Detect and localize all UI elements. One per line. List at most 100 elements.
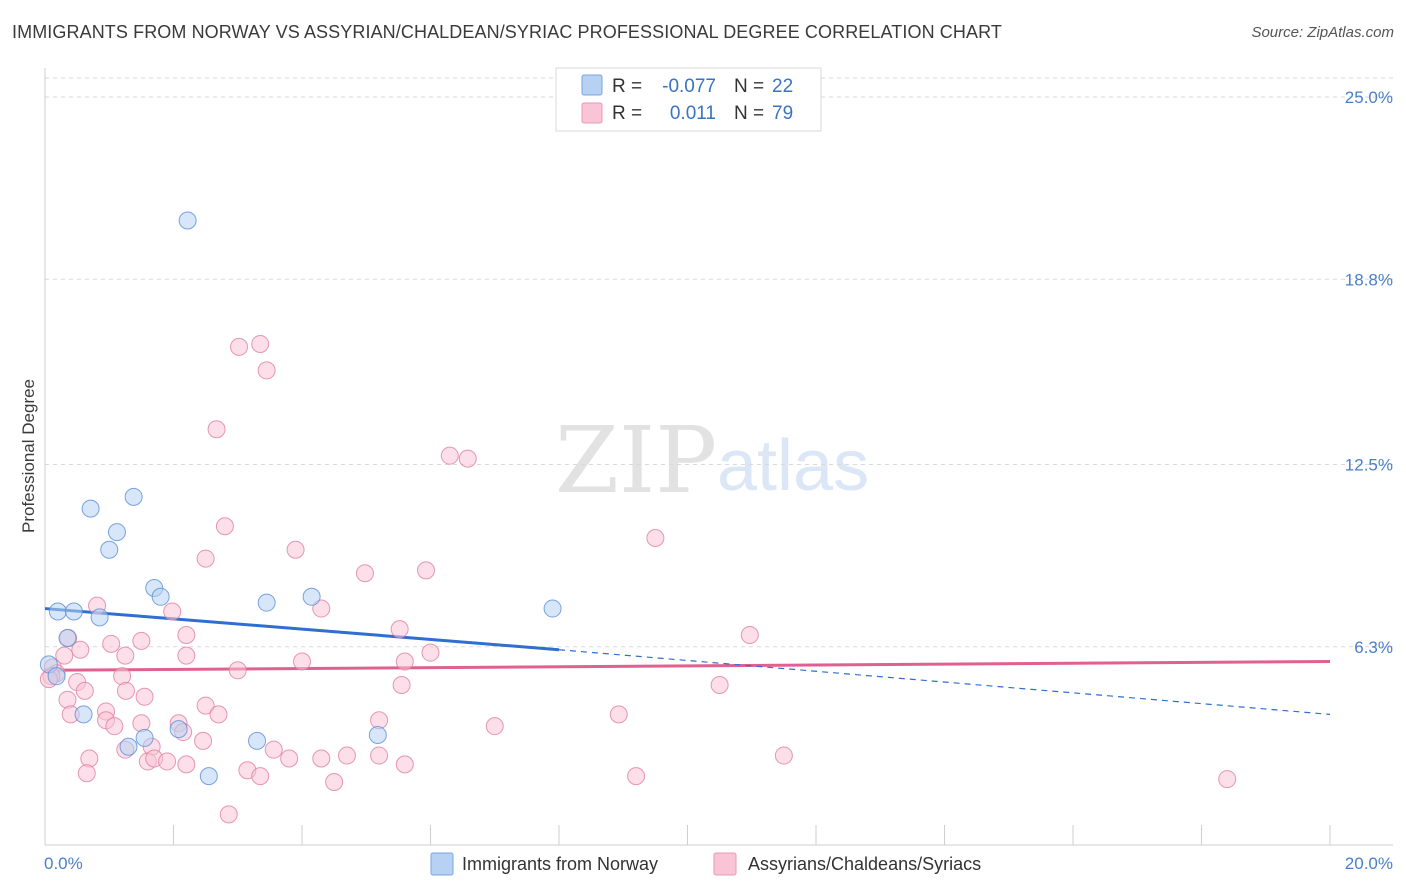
legend-n-value-assyrian: 79 (772, 103, 793, 124)
series-legend-swatch-norway (430, 852, 454, 876)
norway-point-2 (124, 487, 143, 506)
legend-n-value-norway: 22 (772, 76, 793, 97)
assyrian-point-1 (251, 334, 270, 353)
norway-point-7 (257, 593, 276, 612)
norway-point-6 (151, 587, 170, 606)
assyrian-point-22 (177, 646, 196, 665)
assyrian-point-24 (55, 646, 74, 665)
assyrian-point-66 (395, 755, 414, 774)
assyrian-point-46 (132, 714, 151, 733)
assyrian-point-64 (337, 746, 356, 765)
assyrian-point-25 (293, 652, 311, 671)
trend-lines (44, 607, 1331, 715)
assyrian-point-14 (312, 599, 331, 618)
watermark-zip: ZIP (555, 407, 717, 514)
assyrian-point-16 (740, 626, 759, 645)
x-tick-label-right: 20.0% (1345, 854, 1393, 873)
assyrian-point-37 (135, 687, 154, 706)
norway-point-12 (543, 599, 562, 618)
norway-point-1 (81, 499, 100, 518)
assyrian-point-20 (177, 626, 196, 645)
assyrian-point-51 (485, 717, 504, 736)
data-points (39, 211, 1237, 824)
assyrian-point-69 (251, 767, 270, 786)
assyrian-point-74 (219, 805, 238, 824)
assyrian-point-63 (312, 749, 331, 768)
y-axis-label: Professional Degree (19, 379, 38, 533)
x-tick-label-left: 0.0% (44, 854, 83, 873)
norway-point-18 (169, 720, 188, 739)
assyrian-point-2 (257, 361, 276, 380)
norway-point-8 (302, 587, 321, 606)
norway-point-20 (248, 731, 267, 750)
assyrian-point-19 (132, 631, 151, 650)
assyrian-point-65 (370, 746, 389, 765)
norway-point-19 (119, 737, 138, 756)
series-legend-label-norway: Immigrants from Norway (462, 854, 658, 874)
assyrian-point-56 (264, 740, 283, 759)
legend-r-value-norway: -0.077 (662, 76, 716, 97)
assyrian-point-6 (215, 517, 234, 536)
assyrian-point-32 (228, 661, 247, 680)
legend-n-label-norway: N = (734, 76, 764, 97)
y-tick-label-3: 25.0% (1345, 88, 1393, 107)
assyrian-point-11 (417, 561, 436, 580)
assyrian-point-8 (286, 540, 305, 559)
assyrian-point-10 (355, 564, 374, 583)
y-tick-label-2: 18.8% (1345, 270, 1393, 289)
assyrian-point-5 (458, 449, 477, 468)
legend-r-label-norway: R = (612, 76, 642, 97)
assyrian-point-40 (392, 676, 411, 694)
assyrian-point-53 (194, 731, 213, 750)
assyrian-point-72 (325, 773, 344, 792)
assyrian-point-4 (440, 446, 459, 465)
norway-point-16 (74, 705, 93, 724)
assyrian-point-60 (158, 752, 177, 771)
legend-swatch-assyrian (581, 102, 603, 124)
norway-point-17 (135, 728, 154, 747)
assyrian-point-73 (1218, 770, 1237, 789)
assyrian-point-61 (177, 755, 196, 774)
correlation-legend: R = -0.077 N = 22 R = 0.011 N = 79 (555, 67, 822, 132)
norway-point-13 (58, 628, 77, 647)
legend-n-label-assyrian: N = (734, 103, 764, 124)
norway-point-3 (107, 523, 126, 542)
y-tick-labels: 6.3% 12.5% 18.8% 25.0% (1345, 88, 1393, 657)
assyrian-point-35 (75, 681, 94, 700)
y-tick-label-1: 12.5% (1345, 456, 1393, 475)
assyrian-point-23 (71, 640, 90, 659)
norway-point-9 (48, 602, 67, 621)
assyrian-point-15 (390, 620, 409, 639)
assyrian-point-38 (58, 690, 77, 709)
chart-source: Source: ZipAtlas.com (1251, 24, 1394, 41)
norway-point-4 (100, 540, 119, 559)
legend-r-value-assyrian: 0.011 (670, 103, 716, 124)
assyrian-point-3 (207, 420, 226, 439)
assyrian-point-26 (395, 652, 414, 671)
assyrian-point-18 (102, 634, 121, 653)
norway-trend-line (44, 607, 560, 652)
legend-swatch-norway (581, 74, 603, 96)
axes (44, 68, 1393, 846)
assyrian-point-71 (774, 746, 793, 765)
norway-point-0 (178, 211, 197, 230)
assyrian-point-70 (627, 767, 646, 786)
assyrian-point-57 (80, 749, 99, 768)
norway-point-15 (47, 667, 66, 686)
watermark-atlas: atlas (717, 426, 869, 506)
norway-trend-extension (558, 649, 1331, 715)
assyrian-point-0 (230, 337, 249, 356)
assyrian-point-36 (116, 681, 135, 700)
assyrian-point-9 (196, 549, 215, 568)
series-legend: Immigrants from Norway Assyrians/Chaldea… (430, 852, 981, 876)
assyrian-point-52 (609, 705, 628, 724)
assyrian-point-62 (280, 749, 299, 768)
assyrian-point-43 (209, 705, 228, 724)
assyrian-point-41 (710, 676, 729, 694)
assyrian-point-13 (163, 602, 182, 621)
gridlines (45, 77, 1393, 648)
chart-title: IMMIGRANTS FROM NORWAY VS ASSYRIAN/CHALD… (12, 22, 1002, 42)
series-legend-swatch-assyrian (713, 852, 737, 876)
assyrian-trend-line (44, 659, 1331, 672)
